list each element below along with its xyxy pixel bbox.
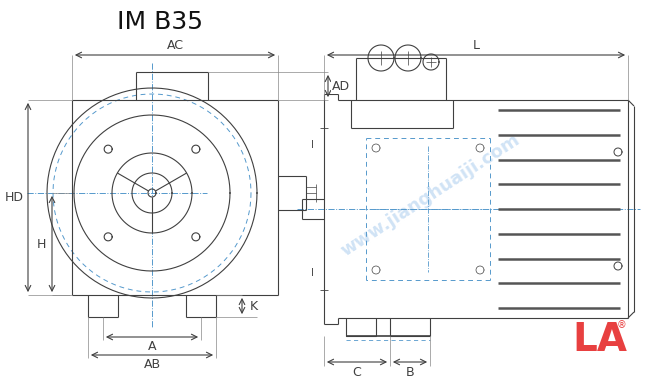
- Text: AC: AC: [166, 39, 183, 52]
- Text: IM B35: IM B35: [117, 10, 203, 34]
- Text: C: C: [352, 366, 361, 379]
- Text: AB: AB: [144, 358, 161, 372]
- Text: ®: ®: [617, 320, 627, 330]
- Text: K: K: [250, 299, 258, 312]
- Text: HD: HD: [5, 191, 23, 204]
- Text: www.jianghuaiji.com: www.jianghuaiji.com: [337, 130, 523, 260]
- Text: L: L: [473, 39, 480, 52]
- Text: A: A: [148, 340, 156, 353]
- Text: AD: AD: [332, 79, 350, 92]
- Text: I: I: [311, 140, 313, 150]
- Text: H: H: [36, 238, 46, 251]
- Text: LA: LA: [573, 321, 627, 359]
- Text: I: I: [311, 268, 313, 278]
- Text: B: B: [406, 366, 414, 379]
